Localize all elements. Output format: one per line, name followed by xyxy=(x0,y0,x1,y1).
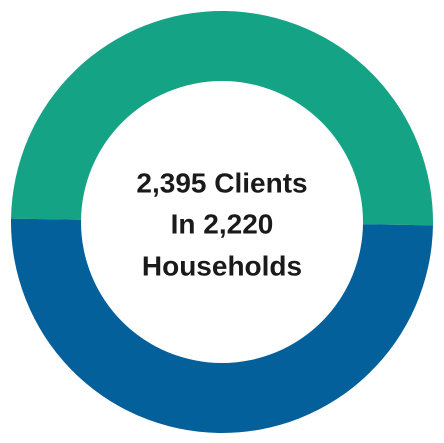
center-text: In 2,220 xyxy=(171,208,274,239)
donut-hole xyxy=(81,81,363,363)
center-text: 2,395 Clients xyxy=(136,167,307,198)
center-text: Households xyxy=(142,250,302,281)
